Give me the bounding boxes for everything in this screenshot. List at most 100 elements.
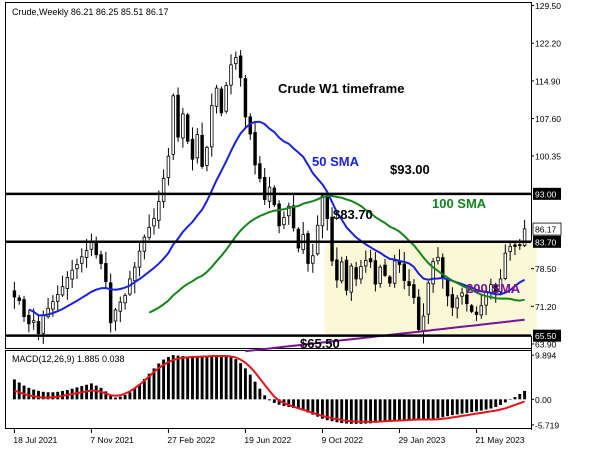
level-axis-label: 83.70 [535,237,557,247]
macd-bar [359,399,363,424]
candle-down [513,244,517,247]
price-axis: 129.50 122.20 114.90 107.60 100.35 78.50 71.20… [531,1,561,349]
candle-down [465,294,469,305]
candle-down [388,276,392,284]
macd-bar [248,374,252,400]
candle-down [27,314,31,325]
level-axis-label: 93.00 [535,189,557,199]
macd-bar [157,363,161,400]
chart-title: Crude W1 timeframe [278,81,404,96]
candle-up [205,147,209,166]
level-83-annotation: $83.70 [333,207,373,222]
candle-up [224,85,228,112]
macd-bar [239,363,243,400]
candle-up [161,177,166,202]
candle-down [176,94,180,138]
macd-bar [17,382,21,400]
candle-down [104,263,108,282]
macd-bar [479,399,483,411]
macd-bar [32,389,36,400]
macd-bar [12,379,16,400]
candle-up [349,265,354,293]
macd-bar [412,399,416,419]
candle-down [493,285,498,293]
macd-bar [388,399,392,422]
price-tick-label: 129.50 [535,1,561,11]
macd-bar [258,388,262,400]
candle-up [364,259,368,267]
macd-bar [378,399,382,423]
macd-bar [133,388,137,400]
candle-up [436,256,440,262]
macd-bar [195,356,199,400]
macd-bar [210,355,214,400]
macd-bar [431,399,435,420]
candle-down [243,78,248,118]
macd-bar [287,399,291,407]
candle-down [412,284,416,298]
macd-bar [56,391,60,400]
macd-bar [369,399,373,424]
macd-bar [41,391,45,400]
macd-bar [321,399,324,419]
macd-bar [508,399,512,400]
candle-up [359,266,363,280]
macd-bar [128,392,132,400]
macd-bar [118,396,122,400]
macd-bar [345,399,348,424]
macd-bar [349,399,353,424]
macd-bar [364,399,368,424]
candle-down [22,299,26,317]
macd-indicator: 9.894 0.00 -5.719 [12,351,559,430]
level-65-annotation: $65.50 [300,336,340,351]
macd-bar [446,399,450,417]
candle-down [219,88,224,114]
candle-down [344,259,349,291]
macd-bar [46,392,50,400]
sma50-line [28,120,526,317]
macd-bar [489,399,493,409]
candle-up [51,301,55,310]
candle-up [80,256,84,264]
macd-tick-label: -5.719 [535,420,559,430]
candle-down [416,296,421,330]
candle-up [41,314,46,334]
macd-bar [306,399,310,413]
candle-down [335,259,339,281]
candle-up [166,155,171,178]
macd-bar [407,399,411,420]
candle-up [133,266,137,282]
candle-up [426,282,431,315]
macd-bar [191,356,194,400]
price-tick-label: 78.50 [535,264,557,274]
candle-down [474,311,479,315]
candle-down [469,305,474,312]
candle-down [17,297,21,302]
candle-down [200,134,204,167]
sma50-label: 50 SMA [312,154,360,169]
candle-down [407,281,411,287]
macd-bar [215,355,218,400]
macd-bar [123,394,127,400]
horizontal-levels: 93.00 83.70 65.50 86.17 [6,187,562,342]
candle-down [277,203,281,227]
candle-down [296,228,301,249]
candle-up [479,305,483,316]
candle-up [31,320,36,323]
candle-up [60,286,65,296]
price-tick-label: 100.35 [535,151,561,161]
candle-down [373,260,378,285]
macd-bar [166,356,170,400]
macd-bar [234,359,238,400]
macd-bar [138,384,141,400]
candle-down [36,321,41,335]
macd-bar [99,387,103,400]
candle-up [214,87,219,107]
candle-up [152,218,156,227]
candle-up [460,292,464,297]
macd-bar [465,399,469,413]
candle-down [402,263,406,281]
macd-bar [455,399,459,415]
candle-down [383,264,387,276]
macd-signal-line [14,355,525,423]
